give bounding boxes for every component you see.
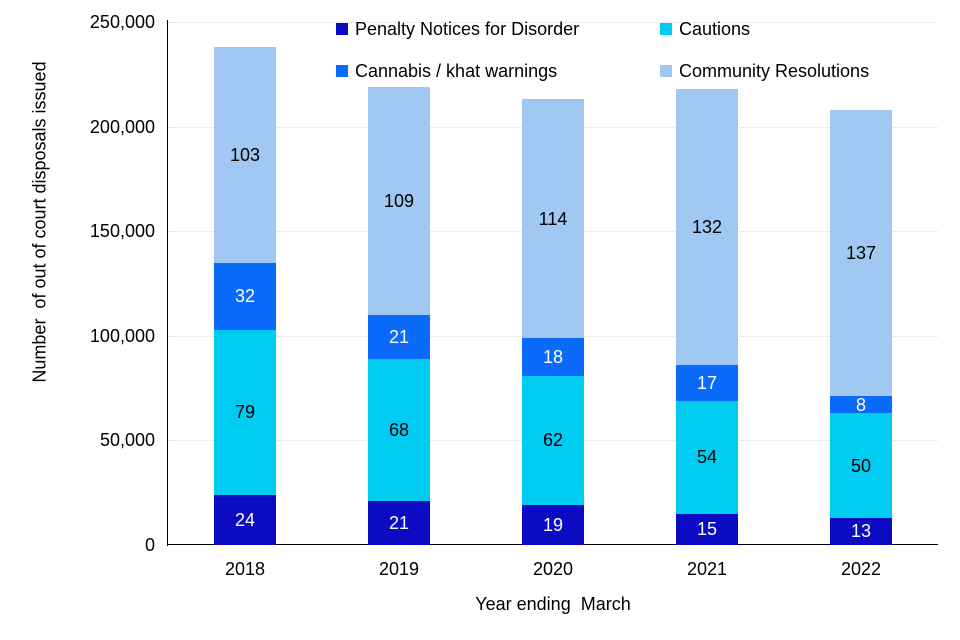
segment-cautions-2020: 62: [522, 375, 584, 506]
segment-value-label: 50: [850, 455, 872, 476]
segment-cautions-2019: 68: [368, 358, 430, 502]
segment-cannabis-khat-warnings-2020: 18: [522, 337, 584, 376]
segment-cannabis-khat-warnings-2019: 21: [368, 314, 430, 359]
segment-value-label: 109: [383, 190, 415, 211]
legend-marker-icon: [336, 65, 348, 77]
segment-cautions-2018: 79: [214, 329, 276, 495]
segment-value-label: 103: [229, 144, 261, 165]
y-axis-line: [167, 20, 168, 546]
x-tick-label-2019: 2019: [378, 559, 420, 579]
segment-value-label: 21: [388, 326, 410, 347]
segment-value-label: 79: [234, 402, 256, 423]
x-tick-label-2020: 2020: [532, 559, 574, 579]
y-tick-label: 50,000: [99, 430, 155, 451]
segment-value-label: 114: [538, 208, 568, 229]
segment-community-resolutions-2018: 103: [214, 47, 276, 263]
segment-value-label: 19: [542, 515, 564, 536]
segment-value-label: 54: [696, 447, 718, 468]
segment-penalty-notices-for-disorder-2021: 15: [676, 513, 738, 545]
legend-marker-icon: [660, 65, 672, 77]
segment-community-resolutions-2019: 109: [368, 86, 430, 315]
segment-value-label: 21: [388, 513, 410, 534]
segment-penalty-notices-for-disorder-2019: 21: [368, 501, 430, 545]
legend-label: Community Resolutions: [679, 60, 870, 81]
y-tick-label: 250,000: [89, 12, 155, 32]
gridline-250-000: [168, 22, 938, 23]
segment-value-label: 8: [855, 394, 866, 415]
segment-penalty-notices-for-disorder-2018: 24: [214, 494, 276, 545]
segment-penalty-notices-for-disorder-2022: 13: [830, 517, 892, 545]
x-tick-label-2022: 2022: [840, 559, 882, 579]
segment-value-label: 68: [388, 419, 410, 440]
legend-item-penalty-notices-for-disorder: Penalty Notices for Disorder: [336, 19, 660, 40]
y-tick-label: 0: [144, 535, 155, 555]
y-tick-label: 100,000: [89, 325, 155, 346]
segment-community-resolutions-2020: 114: [522, 99, 584, 338]
legend-label: Cannabis / khat warnings: [355, 60, 558, 81]
segment-value-label: 13: [850, 521, 872, 542]
segment-value-label: 15: [696, 519, 718, 540]
legend-label: Cautions: [679, 18, 751, 39]
segment-community-resolutions-2021: 132: [676, 88, 738, 366]
y-tick-label: 150,000: [89, 221, 155, 242]
segment-value-label: 137: [845, 243, 877, 264]
segment-cautions-2022: 50: [830, 413, 892, 518]
legend-marker-icon: [660, 23, 672, 35]
x-axis-title: Year ending March: [475, 594, 631, 614]
segment-cannabis-khat-warnings-2022: 8: [830, 394, 892, 415]
segment-value-label: 17: [696, 372, 718, 393]
segment-value-label: 62: [542, 430, 564, 451]
segment-cautions-2021: 54: [676, 400, 738, 514]
legend-marker-icon: [336, 23, 348, 35]
segment-value-label: 18: [542, 346, 564, 367]
legend-item-cautions: Cautions: [660, 19, 869, 40]
y-tick-label: 200,000: [89, 116, 155, 137]
legend-item-community-resolutions: Community Resolutions: [660, 61, 869, 82]
segment-value-label: 24: [234, 509, 256, 530]
legend-item-cannabis-khat-warnings: Cannabis / khat warnings: [336, 61, 660, 82]
x-tick-label-2018: 2018: [224, 559, 266, 579]
segment-cannabis-khat-warnings-2021: 17: [676, 365, 738, 401]
legend-label: Penalty Notices for Disorder: [355, 18, 580, 39]
segment-value-label: 32: [234, 286, 256, 307]
segment-cannabis-khat-warnings-2018: 32: [214, 262, 276, 330]
segment-community-resolutions-2022: 137: [830, 109, 892, 397]
legend: Penalty Notices for Disorder Cautions Cann…: [336, 8, 869, 92]
segment-value-label: 132: [691, 217, 723, 238]
segment-penalty-notices-for-disorder-2020: 19: [522, 505, 584, 545]
x-tick-label-2021: 2021: [686, 559, 728, 579]
